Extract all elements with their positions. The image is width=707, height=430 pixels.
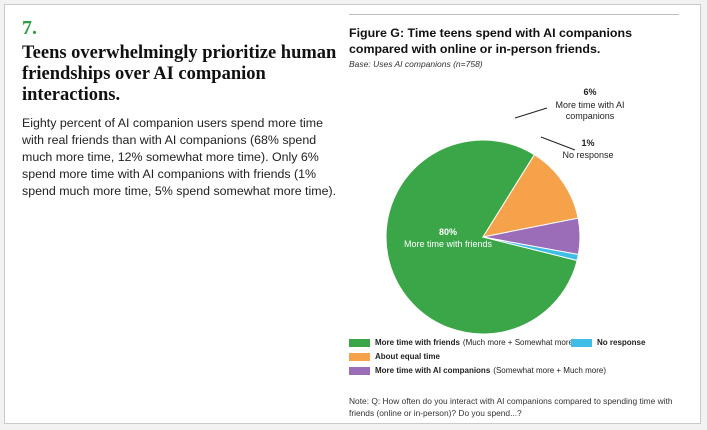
figure-note: Note: Q: How often do you interact with … xyxy=(349,396,673,418)
legend-item-friends: More time with friends (Much more + Some… xyxy=(349,338,576,347)
chart-legend: More time with friends (Much more + Some… xyxy=(349,338,694,382)
pie-slice-0 xyxy=(385,139,578,335)
pie-value-label-2: 6% xyxy=(583,87,596,97)
pie-slice-label-3: No response xyxy=(562,150,613,160)
leader-line-3 xyxy=(540,136,576,151)
pie-slice-3 xyxy=(482,236,579,262)
legend-swatch-equal xyxy=(349,352,370,361)
pie-slice-label-1: Equal time xyxy=(446,108,489,118)
figure-title: Figure G: Time teens spend with AI compa… xyxy=(349,26,632,56)
pie-value-label-3: 1% xyxy=(581,138,594,148)
legend-detail-ai: (Somewhat more + Much more) xyxy=(493,366,606,375)
figure-top-rule xyxy=(349,14,679,15)
pie-value-label-1: 13% xyxy=(458,96,476,106)
pie-slice-label-0: More time with friends xyxy=(404,239,493,249)
legend-swatch-ai xyxy=(349,366,370,375)
legend-label-equal: About equal time xyxy=(375,352,440,361)
legend-label-friends: More time with friends xyxy=(375,338,460,347)
section-body: Eighty percent of AI companion users spe… xyxy=(22,116,337,198)
pie-slice-label-2: More time with AI companions xyxy=(555,100,624,121)
pie-slice-1 xyxy=(481,154,579,238)
pie-labels: 80% More time with friends 13% Equal time 6%… xyxy=(404,87,625,249)
figure-base: Base: Uses AI companions (n=758) xyxy=(349,59,483,69)
pie-slices xyxy=(385,139,581,335)
section-headline: Teens overwhelmingly prioritize human fr… xyxy=(22,43,337,105)
legend-swatch-no-response xyxy=(571,338,592,347)
legend-item-no-response: No response xyxy=(571,338,645,347)
leader-line-2 xyxy=(514,107,548,119)
legend-swatch-friends xyxy=(349,338,370,347)
pie-value-label-0: 80% xyxy=(439,227,457,237)
legend-label-ai: More time with AI companions xyxy=(375,366,491,375)
legend-label-no-response: No response xyxy=(597,338,646,347)
legend-item-equal: About equal time xyxy=(349,352,440,361)
section-number: 7. xyxy=(22,17,37,39)
legend-detail-friends: (Much more + Somewhat more) xyxy=(462,338,576,347)
page-frame: 7. Teens overwhelmingly prioritize human… xyxy=(4,4,701,424)
legend-item-ai: More time with AI companions (Somewhat m… xyxy=(349,366,606,375)
